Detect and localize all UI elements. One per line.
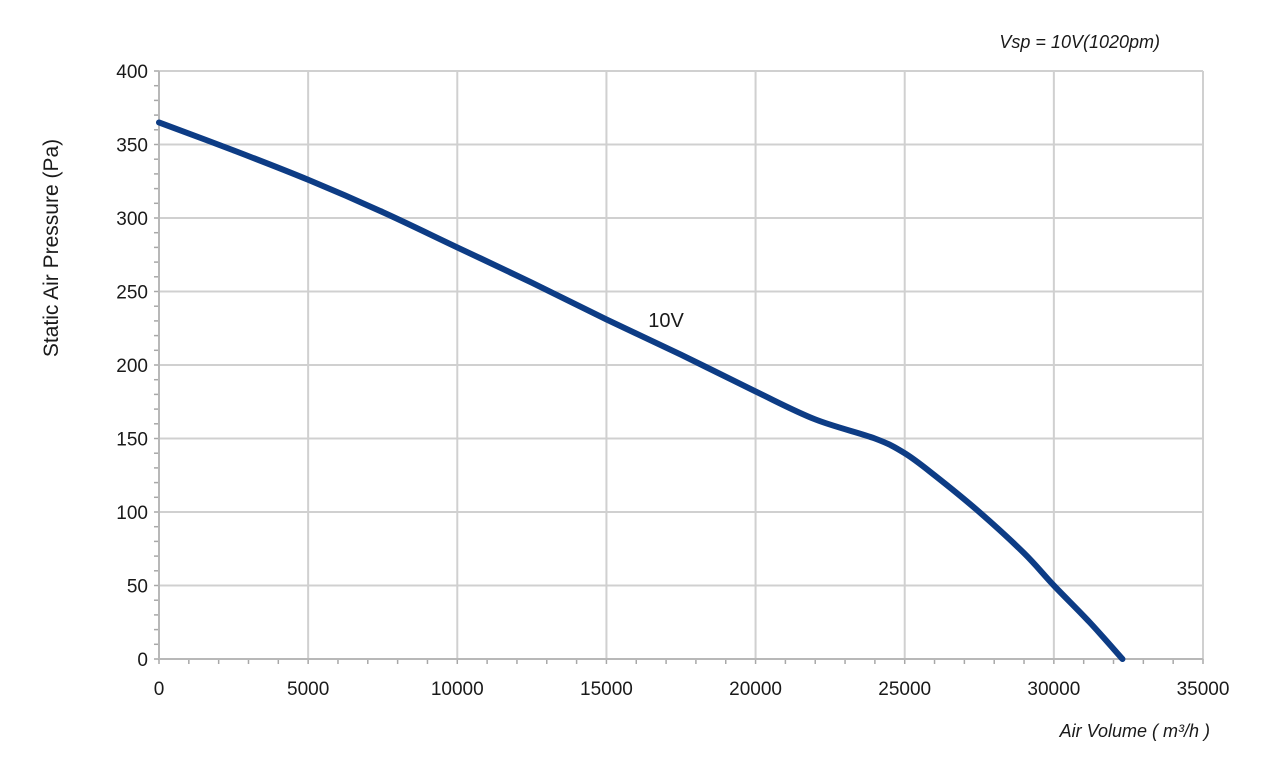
x-tick-labels: 0 5000 10000 15000 20000 25000 30000 35000	[154, 679, 1230, 700]
grid	[159, 70, 1204, 659]
y-axis-title: Static Air Pressure (Pa)	[40, 139, 63, 357]
y-tick-label: 250	[116, 283, 148, 304]
y-tick-label: 0	[137, 650, 148, 671]
speed-annotation: Vsp = 10V(1020pm)	[999, 32, 1160, 52]
axes	[158, 71, 1203, 660]
series-line-10v	[156, 119, 1126, 662]
x-tick-label: 0	[154, 679, 165, 700]
x-tick-label: 25000	[878, 679, 931, 700]
series-layer	[156, 119, 1126, 662]
x-tick-label: 35000	[1177, 679, 1230, 700]
y-tick-label: 200	[116, 356, 148, 377]
y-tick-label: 400	[116, 62, 148, 83]
y-tick-label: 100	[116, 503, 148, 524]
x-tick-label: 5000	[287, 679, 329, 700]
x-axis-title: Air Volume ( m³/h )	[1059, 721, 1210, 741]
y-tick-label: 350	[116, 136, 148, 157]
x-tick-label: 15000	[580, 679, 633, 700]
x-tick-label: 30000	[1027, 679, 1080, 700]
y-tick-label: 300	[116, 209, 148, 230]
y-tick-label: 150	[116, 430, 148, 451]
minor-ticks	[154, 70, 1204, 664]
y-tick-label: 50	[127, 577, 148, 598]
x-tick-label: 20000	[729, 679, 782, 700]
x-tick-label: 10000	[431, 679, 484, 700]
y-tick-labels: 0 50 100 150 200 250 300 350 400	[116, 62, 148, 671]
series-label-10v: 10V	[648, 310, 684, 332]
